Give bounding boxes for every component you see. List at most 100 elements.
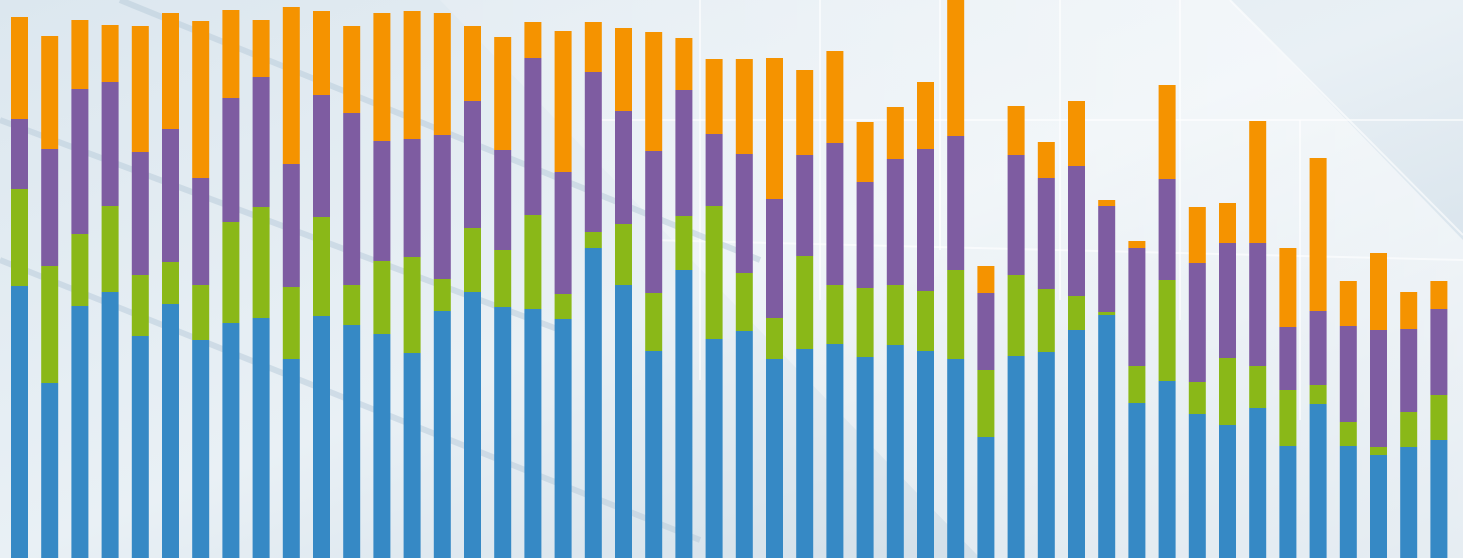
bar-stack bbox=[584, 22, 602, 558]
bar-stack bbox=[886, 107, 904, 558]
bar-segment-series-2 bbox=[826, 285, 844, 344]
bar-stack bbox=[494, 37, 512, 558]
bar-segment-series-2 bbox=[101, 206, 119, 292]
bar-stack bbox=[41, 36, 59, 558]
bar-stack bbox=[735, 59, 753, 558]
bar-segment-series-1 bbox=[977, 437, 995, 558]
bar-segment-series-4 bbox=[433, 13, 451, 135]
bar-segment-series-2 bbox=[131, 275, 149, 336]
bar-segment-series-4 bbox=[282, 7, 300, 164]
bar-segment-series-1 bbox=[645, 351, 663, 558]
bar-segment-series-4 bbox=[977, 266, 995, 293]
bar-stack bbox=[947, 0, 965, 558]
bar-segment-series-4 bbox=[403, 11, 421, 139]
bar-segment-series-3 bbox=[766, 199, 783, 318]
bar-segment-series-4 bbox=[1430, 281, 1448, 309]
bar-segment-series-2 bbox=[1339, 422, 1357, 446]
bar-segment-series-4 bbox=[524, 22, 542, 58]
bar-segment-series-2 bbox=[584, 232, 602, 248]
bar-segment-series-3 bbox=[1370, 330, 1387, 447]
bar-segment-series-1 bbox=[1188, 414, 1206, 558]
bar-segment-series-3 bbox=[1279, 327, 1297, 390]
bar-segment-series-3 bbox=[645, 151, 663, 293]
bar-segment-series-1 bbox=[1128, 403, 1146, 558]
bar-stack bbox=[1219, 203, 1236, 558]
bar-stack bbox=[313, 11, 330, 558]
bar-stack bbox=[252, 20, 270, 558]
bar-segment-series-2 bbox=[1309, 385, 1327, 404]
bar-segment-series-2 bbox=[373, 261, 391, 334]
bar-segment-series-1 bbox=[1007, 356, 1025, 558]
bar-segment-series-4 bbox=[162, 13, 179, 129]
bar-segment-series-4 bbox=[252, 20, 270, 77]
bar-segment-series-3 bbox=[1430, 309, 1448, 395]
bar-stack bbox=[282, 7, 300, 558]
bar-segment-series-1 bbox=[131, 336, 149, 558]
bar-segment-series-3 bbox=[192, 178, 210, 285]
bar-segment-series-2 bbox=[554, 294, 572, 319]
bar-segment-series-1 bbox=[192, 340, 210, 558]
bar-stack bbox=[1400, 292, 1418, 558]
bar-segment-series-4 bbox=[1219, 203, 1236, 243]
bar-segment-series-1 bbox=[947, 359, 965, 558]
bar-segment-series-1 bbox=[766, 359, 783, 558]
bar-segment-series-3 bbox=[1188, 263, 1206, 382]
bar-segment-series-1 bbox=[494, 307, 512, 558]
bar-segment-series-2 bbox=[71, 234, 89, 306]
bar-segment-series-1 bbox=[1068, 330, 1085, 558]
bar-segment-series-2 bbox=[1098, 312, 1116, 315]
bar-segment-series-4 bbox=[856, 122, 874, 182]
bar-stack bbox=[1007, 106, 1025, 558]
bar-segment-series-4 bbox=[645, 32, 663, 151]
bar-stack bbox=[1370, 253, 1387, 558]
bar-segment-series-3 bbox=[554, 172, 572, 294]
bar-segment-series-4 bbox=[1249, 121, 1267, 243]
bar-segment-series-1 bbox=[796, 349, 814, 558]
bar-segment-series-1 bbox=[1098, 315, 1116, 558]
bar-segment-series-1 bbox=[1249, 408, 1267, 558]
bar-segment-series-1 bbox=[1400, 447, 1418, 558]
bar-segment-series-1 bbox=[1309, 404, 1327, 558]
bar-segment-series-3 bbox=[947, 136, 965, 270]
bar-segment-series-3 bbox=[1400, 329, 1418, 412]
bar-segment-series-2 bbox=[222, 222, 240, 323]
bar-stack bbox=[71, 20, 89, 558]
bar-segment-series-4 bbox=[615, 28, 632, 111]
bar-segment-series-3 bbox=[282, 164, 300, 287]
bar-segment-series-1 bbox=[162, 304, 179, 558]
bar-segment-series-1 bbox=[886, 345, 904, 558]
bar-segment-series-2 bbox=[1128, 366, 1146, 403]
bar-segment-series-1 bbox=[826, 344, 844, 558]
bar-segment-series-4 bbox=[222, 10, 240, 98]
bar-layer bbox=[11, 0, 1448, 558]
bar-segment-series-1 bbox=[222, 323, 240, 558]
bar-segment-series-2 bbox=[947, 270, 965, 359]
bar-segment-series-2 bbox=[1007, 275, 1025, 356]
bar-segment-series-3 bbox=[343, 113, 361, 285]
bar-segment-series-3 bbox=[977, 293, 995, 370]
bar-segment-series-2 bbox=[735, 273, 753, 331]
bar-segment-series-2 bbox=[403, 257, 421, 353]
bar-segment-series-2 bbox=[856, 288, 874, 357]
bar-stack bbox=[796, 70, 814, 558]
bar-segment-series-2 bbox=[343, 285, 361, 325]
bar-segment-series-4 bbox=[675, 38, 693, 90]
bar-segment-series-4 bbox=[131, 26, 149, 152]
bar-segment-series-2 bbox=[1370, 447, 1387, 455]
bar-segment-series-1 bbox=[705, 339, 723, 558]
bar-stack bbox=[705, 59, 723, 558]
bar-stack bbox=[403, 11, 421, 558]
bar-stack bbox=[373, 13, 391, 558]
bar-segment-series-4 bbox=[584, 22, 602, 72]
bar-segment-series-2 bbox=[41, 266, 59, 383]
bar-stack bbox=[162, 13, 179, 558]
bar-segment-series-1 bbox=[584, 248, 602, 558]
bar-segment-series-1 bbox=[675, 270, 693, 558]
bar-segment-series-1 bbox=[554, 319, 572, 558]
bar-segment-series-4 bbox=[705, 59, 723, 134]
bar-stack bbox=[1098, 200, 1116, 558]
bar-stack bbox=[464, 26, 481, 558]
bar-stack bbox=[1037, 142, 1055, 558]
bar-segment-series-3 bbox=[1128, 248, 1146, 366]
